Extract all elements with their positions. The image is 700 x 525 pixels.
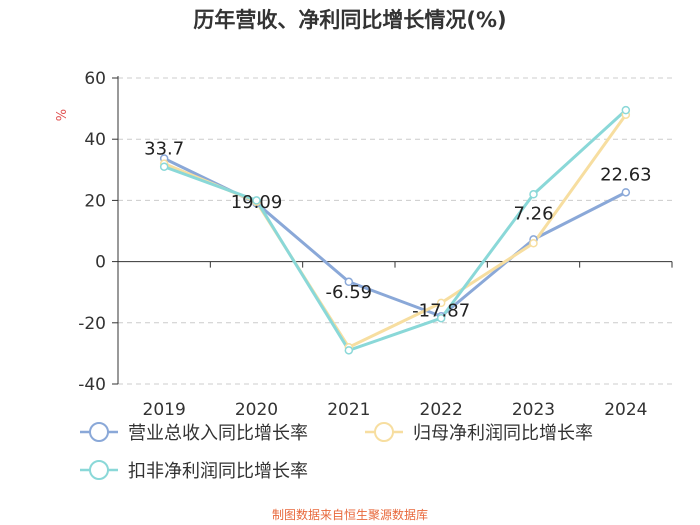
data-label: 33.7 <box>144 138 184 159</box>
data-labels: 33.7 19.09 -6.59 -17.87 7.26 22.63 <box>144 138 651 321</box>
legend-label: 归母净利润同比增长率 <box>413 423 593 444</box>
axes: 60 40 20 0 -20 -40% 2019 2020 2021 2022 2023 2024 <box>55 69 673 420</box>
data-point <box>252 196 261 205</box>
y-tick-label: 60 <box>84 69 106 89</box>
x-tick-label: 2023 <box>512 400 555 420</box>
x-tick-label: 2020 <box>235 400 278 420</box>
data-point <box>529 190 538 199</box>
chart-title: 历年营收、净利同比增长情况(%) <box>193 8 507 32</box>
series-line-2 <box>163 113 628 349</box>
y-tick-label: -20 <box>78 314 106 334</box>
y-tick-label: 20 <box>84 191 106 211</box>
legend-label: 扣非净利润同比增长率 <box>128 461 308 482</box>
data-point <box>344 277 354 287</box>
data-point <box>621 105 631 115</box>
data-point <box>436 298 446 308</box>
x-tick-label: 2024 <box>604 400 647 420</box>
data-point <box>344 346 354 355</box>
data-point <box>529 238 538 248</box>
source-note: 制图数据来自恒生聚源数据库 <box>271 508 428 522</box>
data-label: 22.63 <box>600 164 652 185</box>
legend-label: 营业总收入同比增长率 <box>128 423 308 444</box>
series-lines <box>159 105 631 355</box>
series-line-3 <box>163 109 627 352</box>
data-label: -6.59 <box>326 282 373 303</box>
y-axis-label: % <box>55 109 70 121</box>
grid-lines <box>118 77 672 385</box>
series-line-1 <box>163 157 627 318</box>
x-tick-label: 2021 <box>327 400 370 420</box>
data-point <box>436 313 446 323</box>
data-point <box>621 188 631 197</box>
y-tick-label: -40 <box>78 375 106 395</box>
y-tick-label: 0 <box>95 253 106 273</box>
x-tick-label: 2022 <box>420 400 463 420</box>
data-label: -17.87 <box>412 300 470 321</box>
legend-swatch-marker <box>89 460 109 480</box>
data-label: 7.26 <box>513 203 553 224</box>
legend-swatch-marker <box>89 422 109 442</box>
data-point <box>159 162 169 171</box>
legend-swatch-marker <box>374 422 394 442</box>
x-tick-label: 2019 <box>143 400 186 420</box>
data-label: 19.09 <box>231 192 283 213</box>
y-tick-label: 40 <box>84 130 106 150</box>
